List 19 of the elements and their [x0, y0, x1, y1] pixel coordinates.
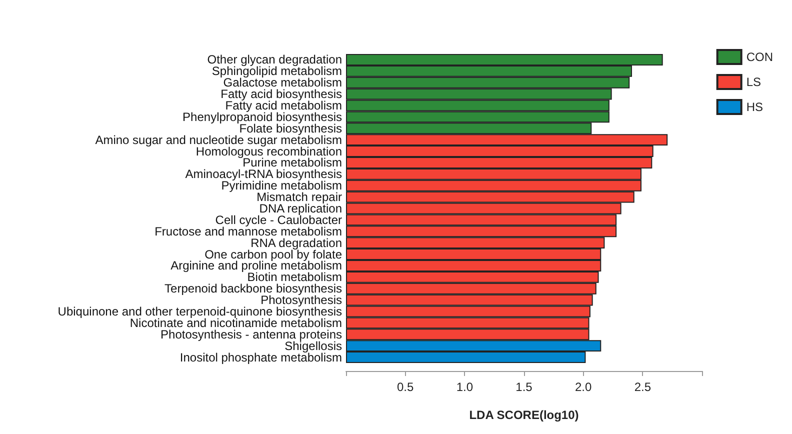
y-tick-label: RNA degradation	[250, 236, 342, 250]
y-tick-label: Biotin metabolism	[247, 270, 342, 284]
legend-label: CON	[746, 50, 774, 64]
y-tick-label: DNA replication	[259, 202, 342, 216]
x-tick-label: 2.0	[574, 380, 592, 394]
y-tick-label: Mismatch repair	[256, 190, 342, 204]
y-tick-label: Fatty acid biosynthesis	[220, 87, 342, 102]
legend-label: LS	[746, 75, 762, 89]
y-tick-label: Purine metabolism	[242, 156, 342, 170]
legend-label: HS	[746, 100, 764, 114]
x-tick-label: 1.5	[516, 380, 533, 394]
y-tick-label: Aminoacyl-tRNA biosynthesis	[185, 167, 342, 182]
y-tick-label: Other glycan degradation	[207, 52, 342, 67]
x-tick-label: 1.0	[456, 380, 474, 394]
x-tick-label: 0.5	[396, 380, 414, 394]
x-axis-title: LDA SCORE(log10)	[469, 408, 579, 422]
y-tick-label: Terpenoid backbone biosynthesis	[164, 282, 342, 296]
y-tick-label: Photosynthesis - antenna proteins	[160, 327, 342, 342]
x-tick-label: 2.5	[634, 380, 652, 394]
